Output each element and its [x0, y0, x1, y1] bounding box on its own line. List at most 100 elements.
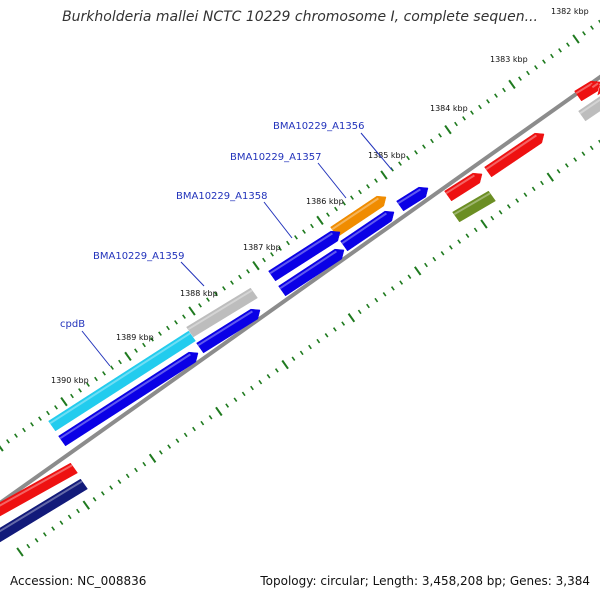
feature-red-small-highlight — [445, 174, 475, 195]
inner-tick-mark — [347, 313, 356, 323]
inner-tick-mark — [92, 497, 97, 502]
outer-tick-mark — [350, 195, 354, 200]
inner-tick-mark — [308, 344, 312, 350]
inner-tick-mark — [523, 192, 528, 197]
backbone-line — [0, 74, 600, 506]
feature-red-bottom-left[interactable] — [0, 462, 78, 517]
inner-tick-mark — [490, 215, 495, 221]
feature-cyan-cpdb[interactable] — [48, 330, 196, 432]
gene-label[interactable]: BMA10229_A1356 — [273, 121, 364, 132]
tick-label: 1384 kbp — [430, 104, 468, 113]
inner-tick-mark — [556, 169, 561, 174]
outer-tick-mark — [444, 125, 452, 135]
gene-label[interactable]: BMA10229_A1357 — [230, 152, 321, 163]
feature-red-top-right-2[interactable] — [590, 80, 600, 96]
inner-tick-mark — [407, 274, 412, 279]
feature-red-mid[interactable] — [484, 132, 545, 178]
feature-gray-a1359[interactable] — [186, 287, 258, 338]
feature-gray-top-right[interactable] — [578, 89, 600, 122]
outer-tick-mark — [470, 110, 474, 115]
gene-label[interactable]: BMA10229_A1358 — [176, 191, 267, 202]
outer-tick-mark — [572, 34, 580, 44]
outer-tick-mark — [278, 246, 282, 251]
outer-tick-mark — [430, 138, 434, 144]
feature-red-top-right-1-highlight — [575, 82, 593, 95]
feature-blue-a1357-inner-highlight — [341, 212, 387, 245]
inner-tick-mark — [274, 368, 279, 373]
inner-tick-mark — [142, 461, 147, 467]
inner-tick-mark — [424, 262, 428, 268]
feature-blue-a1357[interactable] — [268, 230, 341, 282]
inner-tick-mark — [440, 251, 445, 256]
gene-label-leader — [180, 261, 205, 287]
inner-tick-mark — [432, 256, 437, 262]
inner-tick-mark — [281, 359, 289, 370]
outer-tick-mark — [230, 280, 234, 285]
outer-tick-mark — [252, 261, 260, 271]
outer-tick-mark — [534, 65, 538, 70]
gene-label[interactable]: BMA10229_A1359 — [93, 251, 184, 262]
outer-tick-mark — [38, 416, 42, 421]
feature-blue-a1357-inner[interactable] — [340, 210, 395, 252]
gene-label-leader — [317, 162, 347, 199]
outer-tick-mark — [270, 252, 274, 257]
outer-tick-mark — [526, 70, 530, 76]
inner-tick-mark — [82, 500, 90, 510]
outer-tick-mark — [326, 212, 330, 217]
inner-tick-mark — [200, 420, 205, 426]
tick-label: 1385 kbp — [368, 151, 406, 160]
inner-tick-mark — [299, 350, 304, 356]
outer-tick-mark — [142, 342, 146, 348]
outer-tick-mark — [566, 42, 570, 47]
inner-tick-mark — [498, 210, 503, 215]
inner-tick-mark — [374, 297, 379, 303]
inner-tick-mark — [109, 485, 114, 490]
outer-tick-mark — [508, 79, 516, 89]
inner-tick-mark — [324, 333, 329, 338]
feature-blue-a1358[interactable] — [278, 248, 345, 297]
inner-tick-mark — [266, 374, 271, 379]
outer-tick-mark — [110, 365, 114, 370]
topology-summary: Topology: circular; Length: 3,458,208 bp… — [260, 574, 590, 588]
feature-red-top-right-1[interactable] — [574, 80, 600, 102]
inner-tick-mark — [51, 526, 56, 531]
accession-text: Accession: NC_008836 — [10, 574, 147, 588]
inner-tick-mark — [506, 204, 511, 209]
outer-tick-mark — [70, 393, 74, 399]
outer-tick-mark — [166, 325, 170, 331]
inner-tick-mark — [42, 532, 47, 537]
outer-tick-mark — [310, 223, 314, 229]
feature-red-small[interactable] — [444, 172, 483, 202]
outer-tick-ring — [0, 19, 600, 452]
outer-tick-mark — [94, 376, 98, 382]
gene-label-leader — [81, 330, 111, 367]
feature-blue-small[interactable] — [396, 186, 429, 212]
inner-tick-mark — [59, 520, 64, 525]
outer-tick-mark — [598, 19, 600, 24]
inner-tick-mark — [76, 508, 80, 514]
inner-tick-mark — [183, 432, 188, 438]
gene-label-leader — [263, 201, 293, 239]
inner-tick-mark — [473, 227, 478, 233]
inner-tick-mark — [414, 266, 422, 276]
inner-tick-mark — [158, 450, 163, 455]
feature-blue-a1359-inner[interactable] — [196, 308, 261, 354]
outer-tick-mark — [550, 53, 554, 59]
inner-tick-mark — [167, 444, 172, 449]
outer-tick-mark — [246, 269, 250, 274]
outer-tick-mark — [286, 240, 290, 246]
gene-label-leader — [360, 132, 393, 171]
inner-tick-mark — [67, 514, 72, 520]
inner-tick-mark — [448, 245, 453, 250]
inner-tick-mark — [480, 219, 488, 229]
gene-label[interactable]: cpdB — [60, 319, 85, 330]
outer-tick-mark — [30, 422, 34, 427]
feature-navy-bottom-left[interactable] — [0, 478, 88, 543]
feature-blue-a1358-highlight — [279, 250, 337, 290]
feature-olive[interactable] — [452, 190, 496, 223]
inner-tick-mark — [125, 473, 130, 479]
tick-label-group: 1382 kbp 1383 kbp 1384 kbp 1385 kbp 1386 kbp… — [51, 7, 589, 385]
feature-blue-long-inner[interactable] — [58, 351, 199, 447]
outer-tick-mark — [380, 170, 388, 180]
outer-tick-mark — [398, 161, 402, 166]
